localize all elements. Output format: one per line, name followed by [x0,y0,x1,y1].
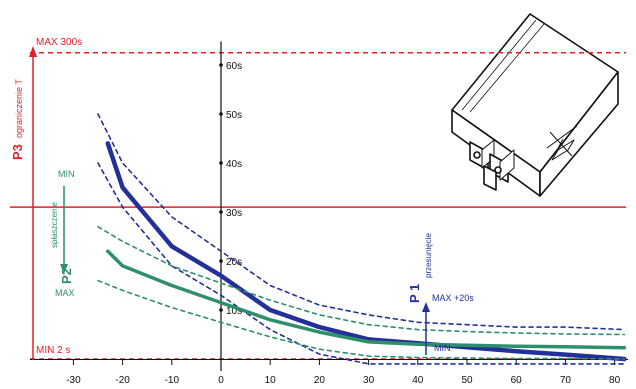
series-line-flattened-lower [97,279,626,360]
x-tick-label: 20 [314,375,326,386]
y-tick [219,161,223,165]
series-line-nominal-lower [97,162,626,365]
y-tick-label: 20s [226,257,242,268]
min-2s-label: MIN 2 s [36,345,70,356]
x-tick-label: -20 [115,375,130,386]
x-tick-label: 40 [412,375,424,386]
x-tick-label: 80 [609,375,621,386]
x-tick-label: -10 [165,375,180,386]
series-line-nominal-upper [97,113,626,331]
y-tick-label: 50s [226,110,242,121]
series-line-nominal [105,141,627,362]
y-tick-label: 10s [226,306,242,317]
y-tick [219,63,223,67]
x-tick-label: 0 [218,375,224,386]
x-tick-label: 60 [511,375,523,386]
p3-label: P3 [10,144,25,160]
p1-max-label: MAX +20s [432,293,474,303]
p2-max-label: MAX [55,288,75,298]
x-tick-label: 30 [363,375,375,386]
x-tick-label: -30 [66,375,81,386]
p2-label: P2 [59,268,74,284]
max-300s-label: MAX 300s [36,37,82,48]
y-tick [219,259,223,263]
series-line-flattened-upper [97,225,626,336]
y-tick [219,308,223,312]
y-tick [219,112,223,116]
p2-arrow-head [60,264,68,274]
p1-arrow-head [422,302,430,312]
series-layer [97,113,627,365]
y-tick [219,210,223,214]
y-axis-ticks: 10s 20s 30s 40s 50s 60s [219,61,242,317]
series-line-flattened [106,249,627,350]
p3-arrow-head [29,46,37,57]
relay-device-illustration [451,13,619,197]
p2-sublabel: spłaszczenie [50,202,59,248]
p2-min-label: MIN [58,169,75,179]
p1-label: P 1 [407,284,422,303]
p1-sublabel: przesunięcie [424,233,433,278]
p3-sublabel: ograniczenie T [14,79,24,138]
x-tick-label: 50 [461,375,473,386]
y-tick-label: 40s [226,159,242,170]
y-tick-label: 30s [226,208,242,219]
p1-min-label: MIN [434,343,451,353]
x-axis-ticks: -30 -20 -10 0 10 20 30 40 50 60 70 80 [66,360,621,386]
y-tick-label: 60s [226,61,242,72]
x-tick-label: 10 [265,375,277,386]
x-tick-label: 70 [560,375,572,386]
